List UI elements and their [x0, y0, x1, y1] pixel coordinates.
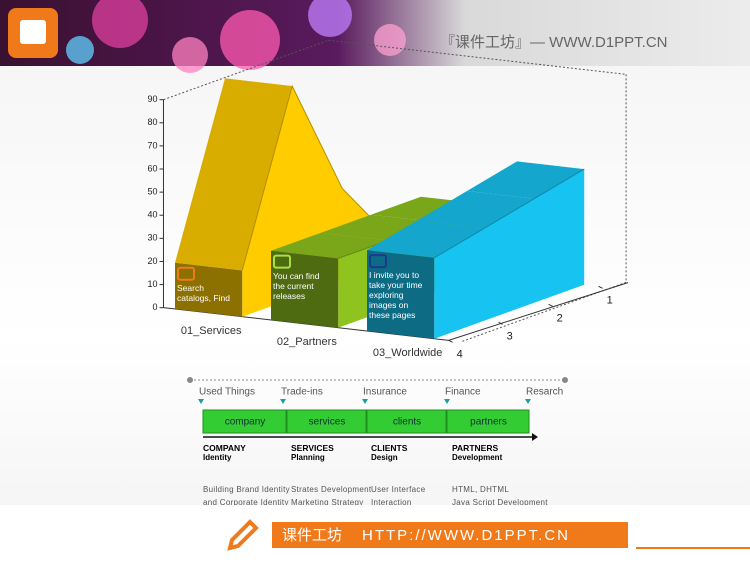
y-tick-label: 20: [147, 256, 157, 266]
bar-top: [271, 232, 389, 259]
category-label: 02_Partners: [277, 336, 337, 348]
column-item: Multimedia: [371, 524, 413, 533]
bar-icon: [369, 254, 387, 269]
column-title: PARTNERS: [452, 443, 499, 453]
stage-label: Used Things: [199, 387, 255, 398]
column-item: User Interface: [371, 485, 426, 494]
segment: [202, 409, 287, 434]
depth-tick: [548, 303, 553, 307]
stage-marker: [198, 399, 204, 404]
column-title: CLIENTS: [371, 443, 408, 453]
stage-marker: [280, 399, 286, 404]
y-tick-label: 50: [147, 186, 157, 196]
column-title: COMPANY: [203, 443, 246, 453]
header-title: 『课件工坊』— WWW.D1PPT.CN: [440, 34, 668, 51]
depth-tick: [498, 321, 503, 325]
segment: [286, 409, 367, 434]
column-subtitle: Identity: [203, 453, 232, 462]
depth-tick: [598, 285, 603, 289]
segment-label: company: [225, 417, 266, 428]
y-tick-label: 90: [147, 94, 157, 104]
depth-axis: [448, 282, 629, 341]
bar-top: [417, 191, 535, 229]
y-tick-label: 60: [147, 163, 157, 173]
bar-front: [175, 262, 243, 317]
column: SERVICES Planning Strates Development Marke…: [291, 443, 379, 522]
frame-line: [328, 39, 627, 75]
segment: [446, 409, 530, 434]
column-item: Style Guide: [203, 511, 248, 520]
segment-label: partners: [470, 417, 507, 428]
column-item: Contents Design: [291, 511, 355, 520]
stage-label: Trade-ins: [281, 387, 323, 398]
bar-front: [271, 250, 339, 328]
bar-annotation: You can find the current releases: [273, 270, 320, 301]
column-item: and Corporate Identity: [203, 498, 289, 507]
column-item: Java Script Development: [452, 498, 548, 507]
stage-label: Resarch: [526, 387, 563, 398]
bar-top: [321, 214, 439, 241]
bar-top: [467, 161, 585, 199]
column-subtitle: Design: [371, 453, 398, 462]
column-item: Design: [371, 511, 398, 520]
stage-marker: [444, 399, 450, 404]
column-item: HTML, DHTML: [452, 485, 510, 494]
stage-marker: [362, 399, 368, 404]
bar-profile: [241, 84, 393, 271]
column: CLIENTS Design User Interface Interaction De…: [371, 443, 459, 535]
depth-tick-label: 3: [507, 330, 513, 342]
timeline-end: [562, 377, 568, 383]
y-tick-label: 80: [147, 117, 157, 127]
depth-tick-label: 2: [557, 312, 563, 324]
column: PARTNERS Development HTML, DHTML Java Scrip…: [452, 443, 548, 522]
segment: [366, 409, 447, 434]
stage-label: Insurance: [363, 387, 407, 398]
column-item: Strates Development: [291, 485, 372, 494]
segment-label: clients: [393, 417, 421, 428]
bar-top: [367, 220, 485, 258]
y-tick-label: 0: [152, 302, 157, 312]
bar-annotation: I invite you to take your time exploring…: [369, 270, 423, 321]
category-label: 03_Worldwide: [373, 347, 443, 359]
column-title: SERVICES: [291, 443, 334, 453]
y-tick-label: 70: [147, 140, 157, 150]
column-subtitle: Development: [452, 453, 503, 462]
frame-line: [163, 39, 329, 101]
bar-front: [367, 250, 435, 339]
stage-marker: [525, 399, 531, 404]
depth-tick-label: 4: [457, 348, 463, 360]
column-item: Marketing Strategy: [291, 498, 364, 507]
logo-icon: [20, 20, 46, 44]
arrow-head: [532, 433, 538, 441]
bar-profile: [433, 168, 585, 259]
y-tick-label: 10: [147, 279, 157, 289]
stage-label: Finance: [445, 387, 481, 398]
timeline-end: [187, 377, 193, 383]
bar-icon: [273, 254, 291, 269]
bar-annotation: Search catalogs, Find: [177, 282, 230, 303]
depth-tick: [448, 339, 453, 343]
bar-top: [175, 78, 293, 271]
column-item: Interaction: [371, 498, 412, 507]
segment-label: services: [309, 417, 346, 428]
column-item: Building Brand Identity: [203, 485, 290, 494]
y-tick-label: 40: [147, 210, 157, 220]
bar-side: [434, 169, 585, 339]
depth-tick-label: 1: [607, 294, 613, 306]
y-tick-label: 30: [147, 233, 157, 243]
column-item: Asp: [452, 511, 467, 520]
column: COMPANY Identity Building Brand Identity an…: [203, 443, 291, 522]
column-subtitle: Planning: [291, 453, 325, 462]
category-label: 01_Services: [181, 325, 242, 337]
bar-icon: [177, 266, 195, 281]
